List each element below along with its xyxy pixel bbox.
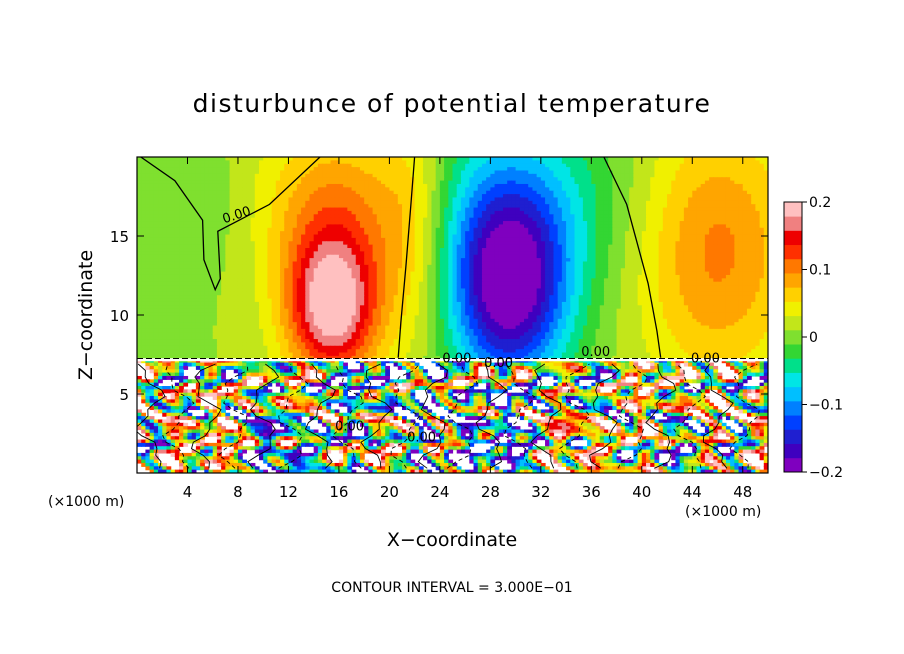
zero-contour (140, 157, 321, 292)
colorbar-swatch (784, 273, 802, 288)
x-tick-label: 40 (632, 483, 651, 501)
contour-label: 0.00 (484, 356, 513, 371)
colorbar (783, 201, 803, 473)
colorbar-swatch (784, 415, 802, 430)
x-tick-label: 4 (183, 483, 193, 501)
turbulent-contour (278, 363, 309, 469)
turbulent-contour (390, 363, 420, 469)
x-tick-label: 12 (279, 483, 298, 501)
contour-label: 0.00 (442, 351, 471, 366)
colorbar-swatch (784, 315, 802, 331)
x-axis-ticks: 4 8 12 16 20 24 28 32 36 40 44 48 (183, 157, 752, 501)
y-tick-label: 5 (119, 386, 129, 404)
turbulent-contour (617, 363, 648, 469)
turbulent-contour (360, 363, 393, 469)
colorbar-swatch (784, 344, 802, 359)
colorbar-tick-label: 0.2 (809, 195, 831, 211)
turbulent-contour (558, 363, 591, 469)
turbulent-contour (589, 363, 620, 469)
x-unit-right: (×1000 m) (685, 504, 761, 520)
turbulent-contour (645, 363, 677, 469)
colorbar-swatch (784, 457, 802, 473)
contour-label: 0.00 (581, 345, 610, 360)
x-axis-label: X−coordinate (387, 529, 517, 551)
colorbar-tick-label: 0 (809, 330, 818, 346)
x-tick-label: 24 (430, 483, 449, 501)
turbulent-contour (218, 363, 249, 469)
x-tick-label: 32 (531, 483, 550, 501)
x-tick-label: 44 (683, 483, 702, 501)
contour-label: 0.00 (407, 430, 436, 445)
x-tick-label: 8 (233, 483, 243, 501)
contour-lines: 0.000.000.00 0.00 0.000.000.00 (137, 157, 768, 469)
y-axis-label: Z−coordinate (75, 250, 97, 380)
contour-label: 0.00 (691, 351, 720, 366)
zero-contour (397, 157, 416, 358)
colorbar-swatch (784, 400, 802, 416)
turbulent-contour (247, 363, 280, 469)
colorbar-tick-label: −0.2 (809, 465, 843, 481)
turbulent-contour (137, 363, 166, 469)
turbulent-contour (417, 363, 448, 469)
y-axis-ticks: 5 10 15 (110, 228, 768, 404)
y-tick-label: 15 (110, 228, 129, 246)
colorbar-tick-label: −0.1 (809, 398, 843, 414)
turbulent-contour (446, 363, 479, 469)
colorbar-swatch (784, 230, 802, 246)
colorbar-ticks: 0.2 0.1 0 −0.1 −0.2 (802, 195, 843, 481)
turbulent-contour (503, 363, 536, 469)
colorbar-swatch (784, 301, 802, 317)
turbulent-contour (331, 363, 364, 469)
colorbar-swatch (784, 287, 802, 302)
zero-contour (603, 157, 662, 358)
x-tick-label: 48 (733, 483, 752, 501)
colorbar-swatch (784, 244, 802, 260)
x-tick-label: 28 (481, 483, 500, 501)
colorbar-swatch (784, 386, 802, 402)
colorbar-swatch (784, 258, 802, 274)
colorbar-swatch (784, 372, 802, 388)
colorbar-swatch (784, 429, 802, 444)
x-tick-label: 20 (380, 483, 399, 501)
colorbar-swatch (784, 216, 802, 231)
x-unit-left: (×1000 m) (48, 494, 124, 510)
x-tick-label: 16 (329, 483, 348, 501)
colorbar-swatch (784, 443, 802, 459)
turbulent-contour (673, 363, 706, 469)
turbulent-contour (190, 363, 222, 469)
colorbar-tick-label: 0.1 (809, 263, 831, 279)
turbulent-contour (530, 363, 562, 469)
y-tick-label: 10 (110, 307, 129, 325)
turbulent-contour (702, 363, 734, 469)
turbulent-contour (475, 363, 508, 469)
colorbar-swatch (784, 329, 802, 345)
contour-interval-note: CONTOUR INTERVAL = 3.000E−01 (331, 580, 572, 596)
turbulent-contour (304, 363, 336, 469)
heatmap-field (137, 157, 768, 473)
contour-label: 0.00 (335, 419, 364, 434)
chart-title: disturbunce of potential temperature (193, 89, 712, 118)
colorbar-swatch (784, 358, 802, 373)
x-tick-label: 36 (582, 483, 601, 501)
turbulent-contour (162, 363, 195, 469)
colorbar-swatch (784, 202, 802, 217)
